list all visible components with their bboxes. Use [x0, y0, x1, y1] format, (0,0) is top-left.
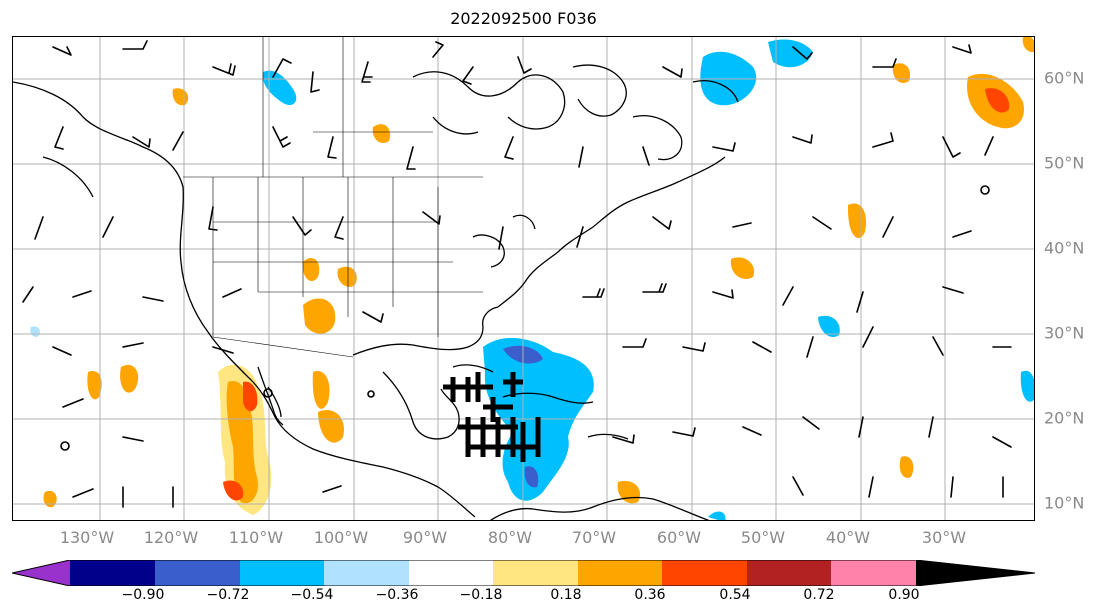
wind-barbs: [22, 40, 1012, 508]
shade-mexico-1: [312, 371, 330, 409]
colorbar-segment: [662, 560, 747, 586]
colorbar-segment: [493, 560, 578, 586]
colorbar-segment: [409, 560, 493, 586]
colorbar-tick: 0.54: [719, 587, 751, 603]
colorbar-tick: −0.18: [459, 587, 503, 603]
shade-sa-blue: [708, 511, 726, 520]
shade-pac-2: [120, 364, 139, 393]
shade-baja-orange: [226, 381, 258, 504]
lat-label-40n: 40°N: [1044, 238, 1085, 258]
colorbar-tick: 0.72: [803, 587, 835, 603]
colorbar-segment: [324, 560, 409, 586]
shade-atl-n: [892, 63, 911, 84]
lat-label-60n: 60°N: [1044, 68, 1085, 88]
shade-atl-s: [899, 456, 914, 478]
shade-atl-ne-red: [985, 88, 1010, 113]
shade-atl-mid2: [730, 257, 755, 279]
shade-atl-corner: [1022, 37, 1034, 52]
lon-label-40w: 40°W: [825, 528, 871, 547]
coastlines: [13, 64, 739, 520]
shade-atl-blue: [818, 315, 840, 337]
colorbar-tick: 0.90: [888, 587, 920, 603]
lon-label-30w: 30°W: [921, 528, 967, 547]
lon-label-60w: 60°W: [656, 528, 702, 547]
shade-labrador-n: [768, 39, 813, 68]
colorbar-tick: 0.36: [634, 587, 666, 603]
shade-atl-e-blue: [1020, 370, 1034, 402]
colorbar: [12, 560, 1036, 586]
colorbar-segment: [747, 560, 831, 586]
shade-baja-red-north: [243, 381, 258, 412]
colorbar-tick: −0.90: [121, 587, 165, 603]
shade-pac-3: [43, 490, 57, 508]
lon-label-70w: 70°W: [571, 528, 617, 547]
lon-label-100w: 100°W: [313, 528, 369, 547]
shade-plains-2: [337, 266, 357, 287]
colorbar-tick: −0.72: [206, 587, 250, 603]
lon-label-130w: 130°W: [59, 528, 115, 547]
shade-atl-mid: [847, 203, 867, 238]
shade-pac-1: [87, 371, 102, 400]
colorbar-segment: [70, 560, 155, 586]
state-borders: [183, 37, 483, 358]
colorbar-extend-low: [12, 560, 70, 586]
shade-carib-s: [617, 480, 641, 504]
shade-canada-w: [172, 88, 189, 106]
colorbar-tick: −0.36: [375, 587, 419, 603]
shade-plains-3: [303, 298, 336, 334]
positive-anomaly-shading: [43, 37, 1034, 515]
colorbar-segment: [155, 560, 240, 586]
colorbar-segment: [831, 560, 916, 586]
map-panel: [12, 36, 1035, 521]
colorbar-tick: 0.18: [550, 587, 582, 603]
shade-carib-darkblue: [524, 466, 539, 488]
map-canvas: [13, 37, 1034, 520]
lat-label-30n: 30°N: [1044, 323, 1085, 343]
shade-baja-red-south: [223, 480, 244, 501]
calm-wind-markers: [60, 185, 990, 451]
shade-mexico-2: [318, 409, 344, 443]
shade-pac-light: [30, 326, 40, 337]
lon-label-80w: 80°W: [487, 528, 533, 547]
lat-label-50n: 50°N: [1044, 153, 1085, 173]
lon-label-90w: 90°W: [402, 528, 448, 547]
colorbar-extend-high: [916, 560, 1035, 586]
lon-label-50w: 50°W: [740, 528, 786, 547]
colorbar-segment: [240, 560, 324, 586]
lat-label-20n: 20°N: [1044, 408, 1085, 428]
lat-label-10n: 10°N: [1044, 493, 1085, 513]
shade-alaska: [262, 70, 297, 106]
lon-label-110w: 110°W: [228, 528, 284, 547]
shade-plains-1: [302, 257, 320, 282]
plot-title: 2022092500 F036: [450, 9, 597, 28]
colorbar-tick: −0.54: [290, 587, 334, 603]
shade-hudson: [372, 124, 391, 144]
hurricane-barbs: [443, 372, 541, 462]
colorbar-segment: [578, 560, 662, 586]
lon-label-120w: 120°W: [143, 528, 199, 547]
